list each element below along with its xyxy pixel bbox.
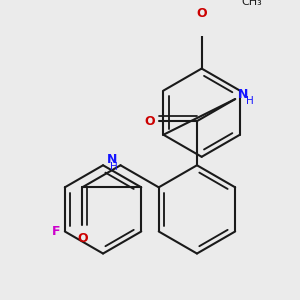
Text: O: O xyxy=(77,232,88,245)
Text: O: O xyxy=(196,7,207,20)
Text: F: F xyxy=(52,225,60,238)
Text: H: H xyxy=(110,162,118,172)
Text: N: N xyxy=(238,88,248,101)
Text: N: N xyxy=(107,153,118,166)
Text: H: H xyxy=(246,96,254,106)
Text: CH₃: CH₃ xyxy=(242,0,262,7)
Text: O: O xyxy=(144,115,155,128)
